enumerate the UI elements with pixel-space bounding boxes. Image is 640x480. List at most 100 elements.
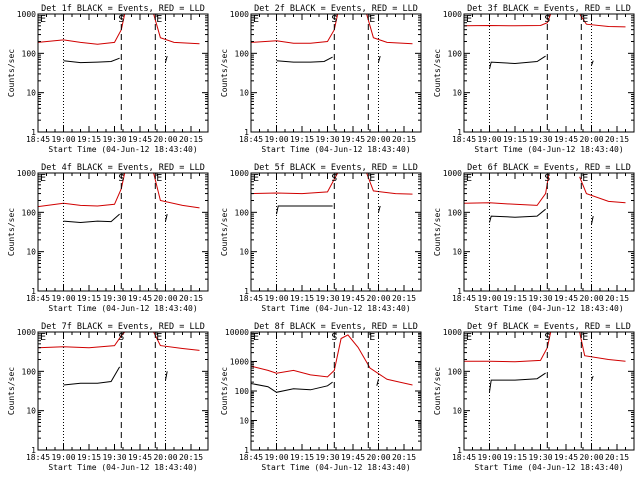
plot-frame [37, 13, 209, 133]
y-axis-label: Counts/sec [433, 367, 442, 415]
y-tick-label: 1000 [17, 328, 36, 337]
marker-label-s: S [118, 14, 124, 25]
x-tick-label: 19:30 [102, 135, 126, 144]
x-tick-label: 19:45 [128, 135, 152, 144]
x-axis-label: Start Time (04-Jun-12 18:43:40) [261, 145, 410, 154]
plot-area [463, 172, 626, 225]
marker-label-e: E [40, 332, 46, 343]
y-tick-label: 10 [239, 248, 249, 257]
events-series-line [250, 381, 333, 393]
y-tick-label: 10 [452, 407, 462, 416]
events-series-line [276, 205, 333, 215]
events-series-line [165, 55, 168, 63]
events-series-line [489, 208, 546, 223]
marker-label-s: S [118, 173, 124, 184]
y-tick-label: 100 [22, 208, 37, 217]
x-tick-label: 19:45 [341, 135, 365, 144]
y-tick-label: 1 [457, 446, 462, 455]
y-tick-label: 1000 [17, 10, 36, 19]
lld-series-line [464, 331, 552, 363]
y-axis-label: Counts/sec [7, 49, 16, 97]
x-tick-label: 19:30 [102, 294, 126, 303]
lld-series-line [579, 176, 626, 204]
x-tick-label: 20:00 [153, 453, 177, 462]
marker-label-e: E [369, 173, 375, 184]
y-tick-label: 1 [457, 287, 462, 296]
events-series-line [591, 215, 594, 225]
y-tick-label: 100 [235, 208, 250, 217]
x-tick-label: 19:15 [503, 453, 527, 462]
marker-label-e: E [156, 173, 162, 184]
x-axis-label: Start Time (04-Jun-12 18:43:40) [474, 463, 623, 472]
events-series-line [591, 60, 594, 66]
plot-area [250, 334, 413, 393]
y-tick-label: 1 [31, 128, 36, 137]
x-tick-label: 19:15 [503, 294, 527, 303]
lld-series-line [463, 13, 552, 27]
marker-label-s: S [331, 332, 337, 343]
y-tick-label: 1000 [230, 169, 249, 178]
x-tick-label: 20:15 [179, 294, 203, 303]
chart-panel-7: Det 7f BLACK = Events, RED = LLD 1 10 100 10… [7, 322, 209, 472]
x-tick-label: 18:45 [239, 294, 263, 303]
x-tick-label: 19:00 [477, 453, 501, 462]
marker-label-s: S [331, 173, 337, 184]
events-series-line [378, 205, 381, 213]
lld-series-line [579, 13, 626, 28]
x-tick-label: 20:15 [605, 135, 629, 144]
x-tick-label: 19:45 [128, 453, 152, 462]
x-tick-label: 20:00 [153, 135, 177, 144]
y-axis-label: Counts/sec [220, 49, 229, 97]
marker-label-e: E [466, 173, 472, 184]
x-tick-label: 20:00 [366, 135, 390, 144]
y-axis-label: Counts/sec [433, 49, 442, 97]
y-tick-label: 100 [448, 49, 463, 58]
x-tick-label: 18:45 [452, 135, 476, 144]
y-tick-label: 10 [26, 407, 36, 416]
x-tick-label: 19:00 [264, 453, 288, 462]
marker-label-e: E [582, 332, 588, 343]
x-axis-label: Start Time (04-Jun-12 18:43:40) [474, 145, 623, 154]
chart-panel-2: Det 2f BLACK = Events, RED = LLD 1 10 100 10… [220, 4, 422, 154]
x-tick-label: 19:15 [77, 453, 101, 462]
x-tick-label: 20:00 [579, 294, 603, 303]
lld-series-line [153, 13, 200, 45]
plot-area [37, 331, 200, 386]
x-tick-label: 18:45 [452, 453, 476, 462]
marker-label-e: E [253, 173, 259, 184]
y-tick-label: 10 [26, 89, 36, 98]
x-tick-label: 19:15 [290, 453, 314, 462]
x-tick-label: 18:45 [26, 453, 50, 462]
lld-series-line [579, 331, 626, 362]
y-tick-label: 10 [239, 89, 249, 98]
events-series-line [63, 213, 120, 224]
y-tick-label: 10 [26, 248, 36, 257]
y-tick-label: 1000 [230, 10, 249, 19]
plot-frame [250, 331, 422, 451]
chart-panel-4: Det 4f BLACK = Events, RED = LLD 1 10 100 10… [7, 163, 209, 313]
y-axis-label: Counts/sec [433, 208, 442, 256]
events-series-line [165, 371, 168, 381]
x-tick-label: 19:30 [315, 294, 339, 303]
x-tick-label: 20:15 [179, 453, 203, 462]
x-axis-label: Start Time (04-Jun-12 18:43:40) [48, 304, 197, 313]
x-tick-label: 18:45 [452, 294, 476, 303]
lld-series-line [37, 331, 126, 349]
x-tick-label: 19:00 [477, 135, 501, 144]
chart-title: Det 3f BLACK = Events, RED = LLD [467, 4, 631, 14]
plot-area [463, 13, 626, 70]
y-tick-label: 1000 [443, 169, 462, 178]
y-tick-label: 1000 [17, 169, 36, 178]
y-tick-label: 10000 [225, 328, 249, 337]
marker-label-e: E [369, 14, 375, 25]
x-axis-label: Start Time (04-Jun-12 18:43:40) [261, 463, 410, 472]
x-tick-label: 20:15 [605, 294, 629, 303]
x-tick-label: 19:00 [51, 135, 75, 144]
x-tick-label: 19:00 [51, 294, 75, 303]
x-tick-label: 18:45 [26, 135, 50, 144]
chart-panel-6: Det 6f BLACK = Events, RED = LLD 1 10 100 10… [433, 163, 635, 313]
y-tick-label: 10 [239, 417, 249, 426]
lld-series-line [463, 172, 550, 206]
x-tick-label: 19:15 [77, 294, 101, 303]
marker-label-e: E [582, 173, 588, 184]
